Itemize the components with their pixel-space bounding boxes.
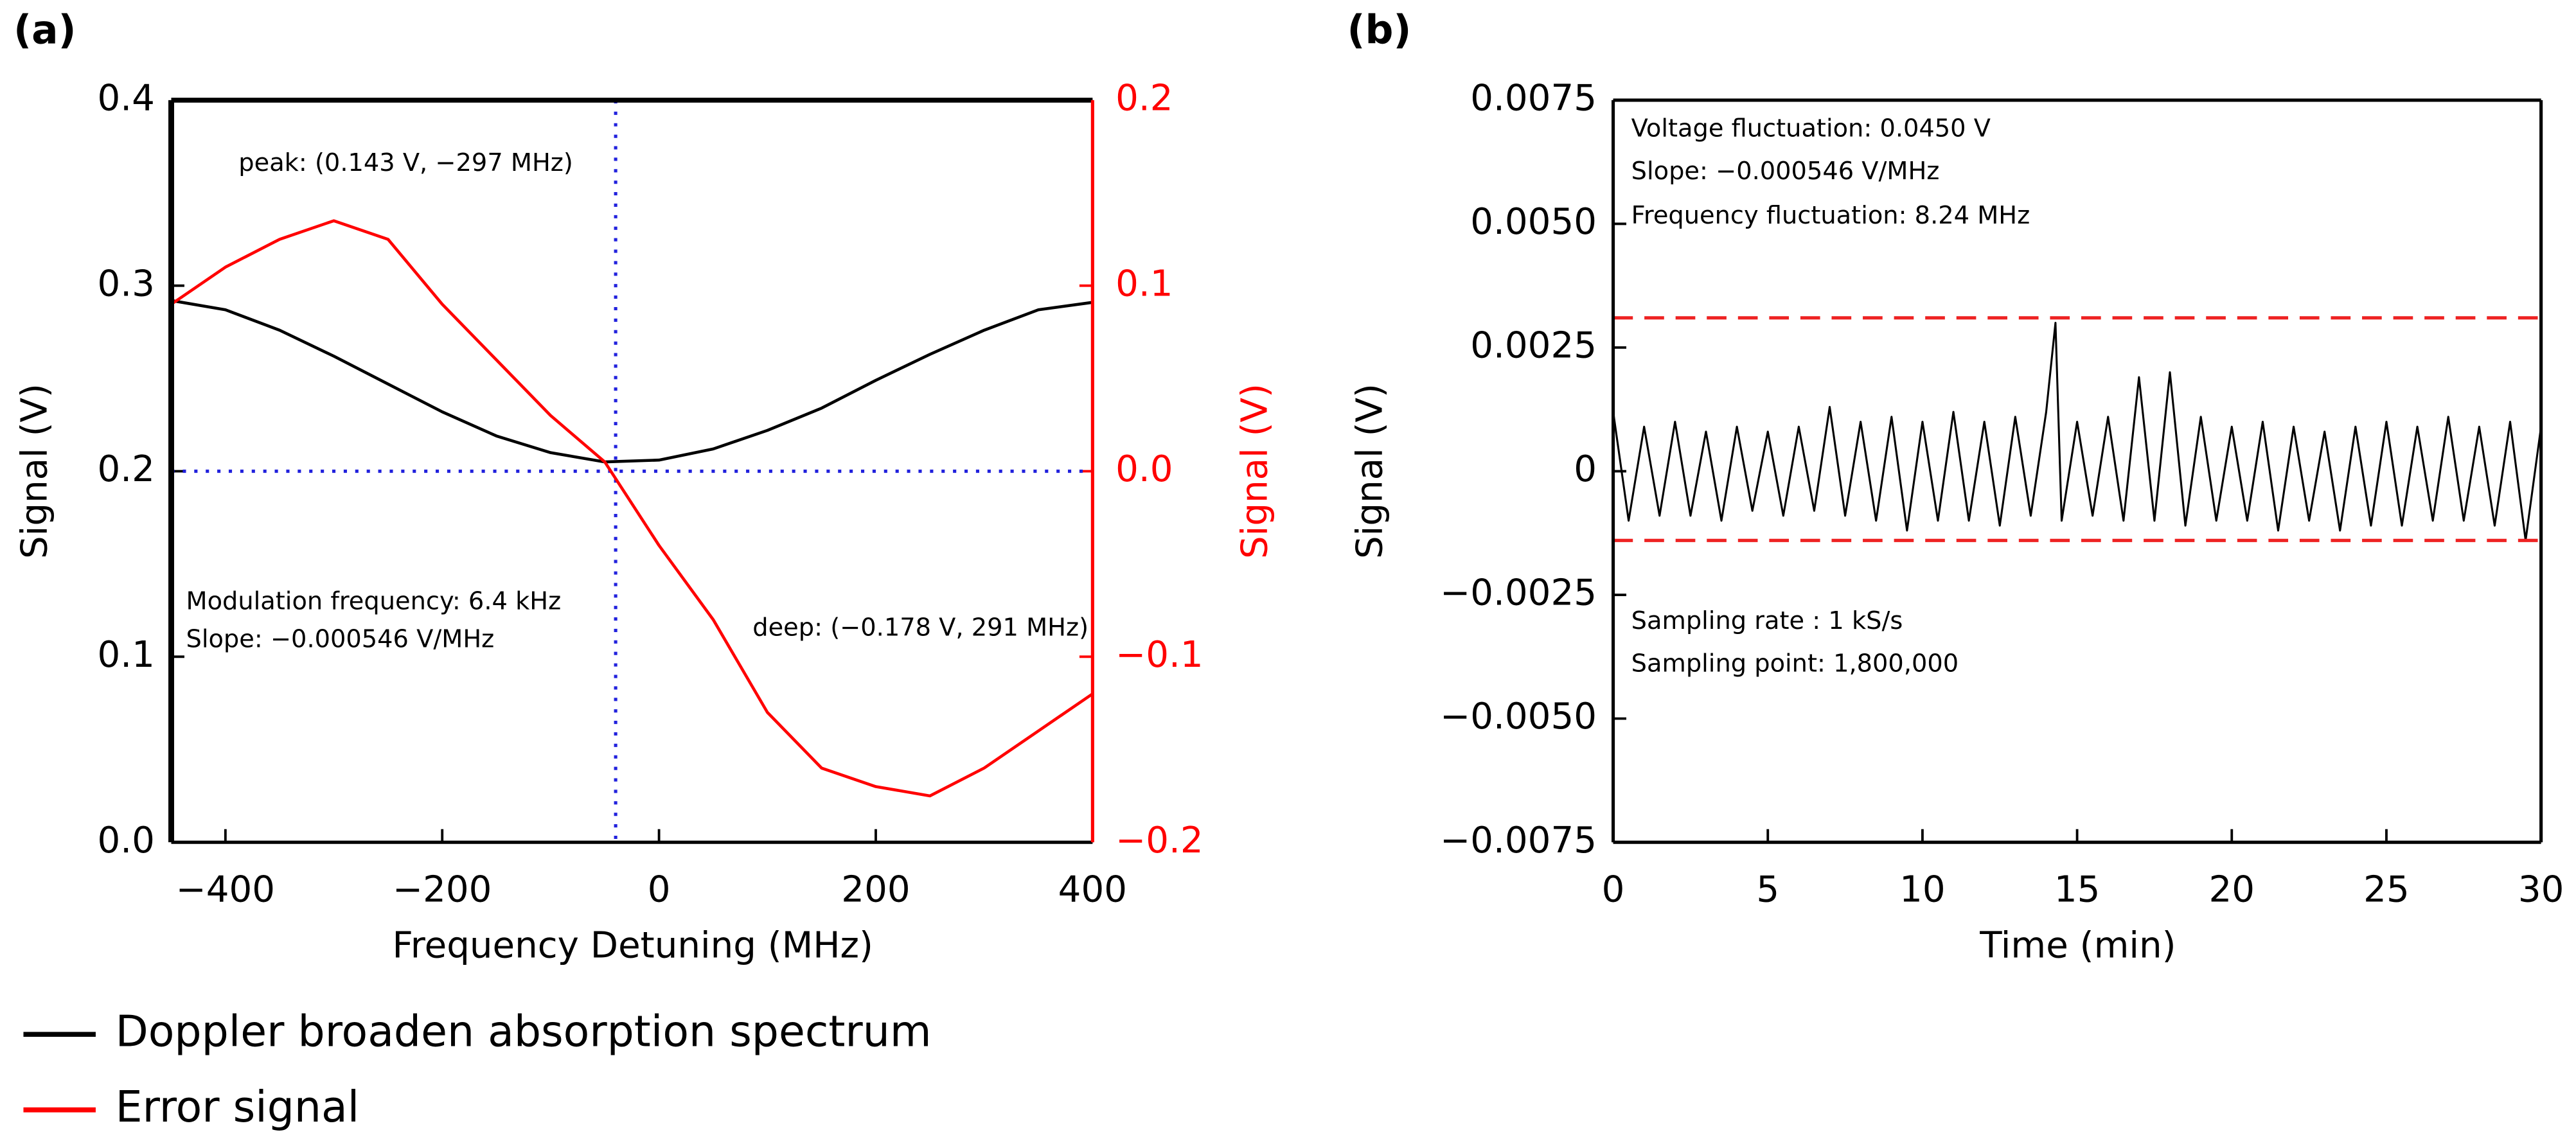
annotation: peak: (0.143 V, −297 MHz) — [238, 148, 573, 177]
y-tick-label: 0 — [1574, 448, 1597, 490]
y2-axis-label: Signal (V) — [1234, 383, 1276, 559]
legend-label: Doppler broaden absorption spectrum — [116, 1006, 932, 1056]
x-axis-label: Frequency Detuning (MHz) — [392, 924, 873, 966]
y-tick-label: 0.0050 — [1470, 201, 1597, 243]
y-tick-label: −0.0050 — [1440, 696, 1597, 737]
x-tick-label: 20 — [2209, 868, 2255, 910]
legend-label: Error signal — [116, 1082, 360, 1132]
y2-tick-label: −0.1 — [1115, 634, 1204, 676]
y-tick-label: 0.2 — [98, 448, 155, 490]
y-tick-label: 0.3 — [98, 263, 155, 304]
y2-tick-label: −0.2 — [1115, 820, 1204, 861]
x-tick-label: 400 — [1058, 868, 1127, 910]
x-tick-label: 0 — [1602, 868, 1625, 910]
annotation: Voltage fluctuation: 0.0450 V — [1631, 114, 1991, 143]
y-tick-label: −0.0025 — [1440, 572, 1597, 614]
panel-label: (b) — [1347, 8, 1412, 53]
x-tick-label: −200 — [393, 868, 492, 910]
x-tick-label: 0 — [648, 868, 671, 910]
data-line — [171, 299, 1093, 464]
y-tick-label: 0.0 — [98, 820, 155, 861]
data-line — [1612, 321, 2543, 542]
data-line — [170, 219, 1094, 798]
y-tick-label: 0.1 — [98, 634, 155, 676]
x-axis-label: Time (min) — [1979, 924, 2176, 966]
panel-label: (a) — [13, 8, 76, 53]
y-tick-label: 0.0075 — [1470, 78, 1597, 119]
x-tick-label: −400 — [176, 868, 275, 910]
x-tick-label: 5 — [1756, 868, 1779, 910]
x-tick-label: 200 — [841, 868, 910, 910]
y-tick-label: 0.0025 — [1470, 325, 1597, 367]
annotation: Frequency fluctuation: 8.24 MHz — [1631, 201, 2030, 230]
y2-tick-label: 0.1 — [1115, 263, 1173, 304]
annotation: Sampling rate : 1 kS/s — [1631, 606, 1903, 635]
annotation: deep: (−0.178 V, 291 MHz) — [752, 613, 1088, 642]
x-tick-label: 10 — [1899, 868, 1946, 910]
x-tick-label: 30 — [2518, 868, 2564, 910]
y-axis-label: Signal (V) — [14, 383, 56, 559]
annotation: Modulation frequency: 6.4 kHz — [186, 587, 562, 616]
x-tick-label: 25 — [2363, 868, 2410, 910]
y-axis-label: Signal (V) — [1349, 383, 1390, 559]
y-tick-label: 0.4 — [98, 78, 155, 119]
annotation: Slope: −0.000546 V/MHz — [1631, 157, 1940, 186]
y-tick-label: −0.0075 — [1440, 820, 1597, 861]
y2-tick-label: 0.2 — [1115, 78, 1173, 119]
x-tick-label: 15 — [2054, 868, 2101, 910]
annotation: Sampling point: 1,800,000 — [1631, 649, 1959, 678]
annotation: Slope: −0.000546 V/MHz — [186, 624, 495, 653]
y2-tick-label: 0.0 — [1115, 448, 1173, 490]
